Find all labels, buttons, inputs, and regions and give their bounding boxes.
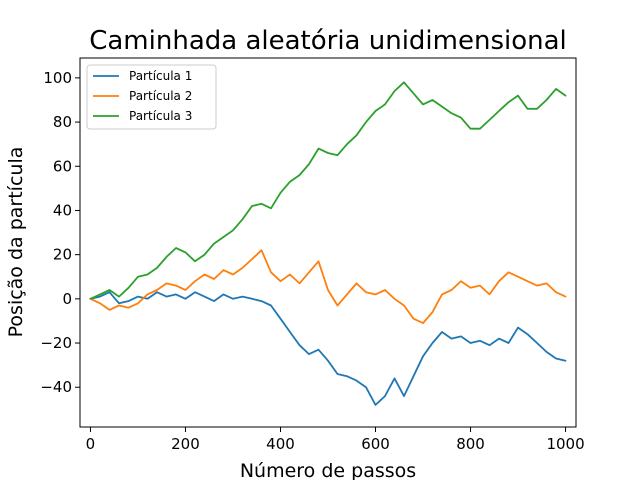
y-axis-label: Posição da partícula [5,147,27,338]
plot-frame [79,57,577,428]
x-tick-label: 600 [361,435,390,453]
y-tick-label: 0 [62,290,72,308]
y-tick-label: 100 [43,69,72,87]
legend-label-1: Partícula 1 [129,69,192,83]
series-line-1 [89,291,567,406]
x-tick-label: 800 [456,435,485,453]
x-axis-label: Número de passos [240,460,416,480]
y-tick-label: −20 [40,334,72,352]
y-tick-label: 40 [53,201,72,219]
y-tick-label: 80 [53,113,72,131]
y-tick-label: 20 [53,246,72,264]
x-tick-label: 400 [266,435,295,453]
y-tick-label: 60 [53,157,72,175]
legend: Partícula 1 Partícula 2 Partícula 3 [86,64,217,130]
legend-label-3: Partícula 3 [129,109,192,123]
x-tick-label: 200 [171,435,200,453]
x-tick-label: 1000 [546,435,584,453]
chart-title: Caminhada aleatória unidimensional [89,26,567,56]
series-line-3 [89,81,567,300]
legend-box [86,64,217,130]
x-tick-label: 0 [86,435,96,453]
legend-label-2: Partícula 2 [129,89,192,103]
series-line-2 [89,249,567,325]
y-tick-label: −40 [40,378,72,396]
